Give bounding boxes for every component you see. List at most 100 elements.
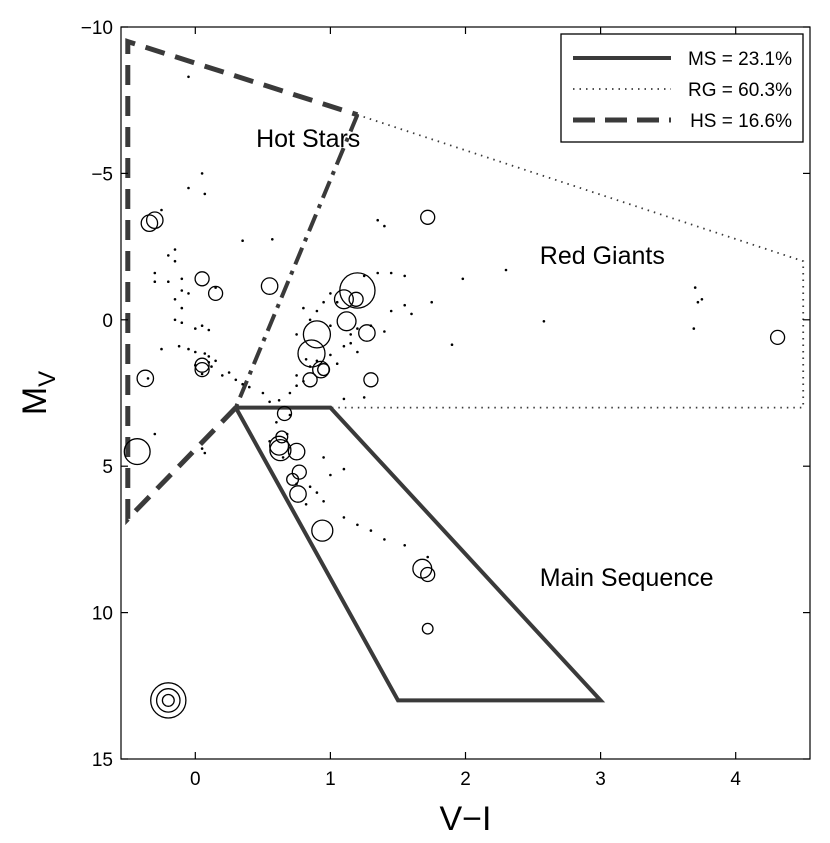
data-point-circle bbox=[155, 688, 181, 713]
data-point-dot bbox=[295, 384, 298, 388]
data-point-dot bbox=[356, 523, 359, 527]
data-point-dot bbox=[203, 352, 207, 355]
data-point-dot bbox=[210, 365, 213, 368]
data-point-dot bbox=[248, 385, 251, 389]
data-point-circle bbox=[194, 357, 210, 373]
data-point-dot bbox=[203, 451, 207, 455]
data-point-dot bbox=[383, 330, 386, 333]
data-point-circle bbox=[420, 209, 436, 225]
data-point-dot bbox=[430, 300, 434, 304]
data-point-circle bbox=[317, 363, 331, 377]
data-point-circle bbox=[358, 324, 376, 342]
regions-layer bbox=[125, 38, 805, 703]
data-point-dot bbox=[315, 491, 319, 494]
data-point-dot bbox=[160, 347, 163, 351]
data-point-dot bbox=[187, 75, 190, 79]
data-point-circle bbox=[140, 214, 159, 233]
data-point-dot bbox=[153, 271, 157, 275]
data-marks-layer bbox=[123, 75, 786, 719]
data-point-dot bbox=[308, 318, 312, 322]
data-point-circle bbox=[260, 277, 279, 295]
data-point-dot bbox=[304, 503, 308, 506]
data-point-dot bbox=[295, 374, 298, 377]
plot-background bbox=[121, 27, 810, 759]
y-tick-label: −5 bbox=[91, 164, 113, 185]
data-point-dot bbox=[376, 271, 380, 275]
data-point-dot bbox=[426, 555, 430, 559]
data-point-dot bbox=[187, 347, 190, 351]
y-tick-label: −10 bbox=[81, 18, 113, 39]
data-point-circle bbox=[291, 464, 307, 480]
data-point-dot bbox=[160, 208, 163, 212]
legend-box bbox=[560, 33, 804, 143]
data-point-dot bbox=[335, 362, 339, 366]
x-tick-label: 2 bbox=[460, 769, 471, 790]
data-point-dot bbox=[349, 333, 353, 336]
data-point-dot bbox=[335, 300, 339, 304]
y-tick-label: 15 bbox=[92, 750, 113, 771]
data-point-dot bbox=[295, 333, 298, 336]
data-point-dot bbox=[180, 289, 184, 292]
y-tick-label: 0 bbox=[102, 311, 113, 332]
data-point-dot bbox=[389, 309, 393, 313]
data-point-dot bbox=[203, 192, 207, 196]
data-point-dot bbox=[146, 377, 150, 380]
data-point-dot bbox=[194, 327, 197, 330]
data-point-circle bbox=[287, 442, 306, 461]
data-point-dot bbox=[214, 359, 217, 363]
legend-label: HS = 16.6% bbox=[690, 111, 792, 132]
data-point-dot bbox=[308, 485, 312, 489]
data-point-circle bbox=[302, 372, 318, 388]
data-point-dot bbox=[200, 172, 204, 175]
region-hot-stars-dashed bbox=[125, 38, 359, 526]
data-point-dot bbox=[322, 500, 325, 503]
x-tick-label: 3 bbox=[595, 769, 606, 790]
data-point-dot bbox=[342, 516, 346, 519]
data-point-circle bbox=[145, 211, 164, 230]
data-point-circle bbox=[150, 682, 187, 719]
data-point-dot bbox=[275, 421, 278, 424]
data-point-dot bbox=[180, 277, 184, 281]
region-label: Hot Stars bbox=[256, 125, 360, 153]
data-point-circle bbox=[269, 435, 290, 456]
data-point-dot bbox=[700, 298, 704, 301]
y-axis-label-subscript: V bbox=[34, 371, 61, 387]
data-point-circle bbox=[769, 329, 786, 346]
data-point-dot bbox=[288, 391, 292, 395]
data-point-dot bbox=[177, 344, 181, 348]
data-point-dot bbox=[241, 382, 244, 386]
data-point-dot bbox=[241, 239, 244, 242]
data-point-dot bbox=[362, 396, 366, 399]
data-point-dot bbox=[329, 473, 332, 477]
data-point-circle bbox=[194, 361, 210, 378]
x-tick-label: 4 bbox=[730, 769, 741, 790]
data-point-circle bbox=[276, 405, 293, 422]
data-point-circle bbox=[348, 291, 364, 307]
data-point-dot bbox=[356, 350, 359, 354]
data-point-dot bbox=[356, 327, 359, 330]
x-tick-label: 1 bbox=[325, 769, 336, 790]
data-point-dot bbox=[410, 312, 413, 316]
data-point-dot bbox=[173, 298, 177, 301]
data-point-dot bbox=[542, 320, 546, 323]
data-point-dot bbox=[403, 544, 407, 547]
data-point-circle bbox=[363, 372, 379, 388]
data-point-dot bbox=[194, 350, 197, 354]
data-point-circle bbox=[286, 472, 300, 486]
data-point-dot bbox=[173, 318, 177, 322]
axes-layer: 0 1 2 3 4 −10 −5 0 5 10 15 V−I MV bbox=[16, 18, 811, 838]
data-point-dot bbox=[329, 324, 332, 328]
data-point-circle bbox=[136, 369, 155, 388]
data-point-dot bbox=[167, 254, 170, 257]
data-point-dot bbox=[268, 400, 271, 404]
data-point-dot bbox=[173, 259, 177, 263]
data-point-dot bbox=[221, 374, 224, 377]
data-point-dot bbox=[692, 327, 696, 330]
data-point-dot bbox=[304, 358, 308, 361]
data-point-dot bbox=[261, 391, 265, 395]
data-point-dot bbox=[383, 538, 386, 541]
data-point-dot bbox=[234, 378, 238, 382]
data-point-circle bbox=[289, 485, 307, 503]
region-label: Main Sequence bbox=[540, 564, 714, 592]
